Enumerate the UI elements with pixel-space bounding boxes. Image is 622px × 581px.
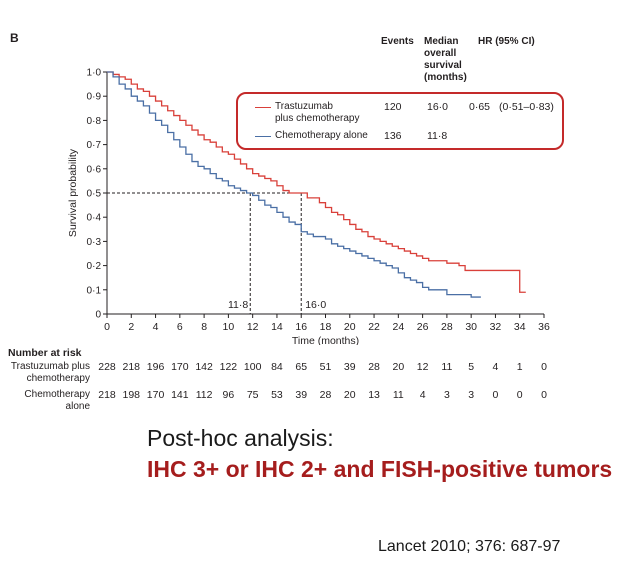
y-tick-label: 0·7 (87, 140, 102, 151)
legend-label-trastuzumab: Trastuzumab plus chemotherapy (275, 101, 360, 125)
number-at-risk-table: Number at risk Trastuzumab plus chemothe… (0, 345, 622, 425)
risk-value: 11 (392, 389, 404, 401)
risk-value: 20 (392, 361, 405, 373)
x-tick-label: 4 (153, 321, 159, 333)
legend-header-median: Median overall survival (months) (424, 36, 467, 83)
y-tick-label: 0·3 (87, 237, 102, 248)
y-tick-label: 1·0 (87, 68, 102, 79)
y-tick-label: 0·8 (87, 116, 102, 127)
x-tick-label: 18 (320, 321, 332, 333)
x-tick-label: 34 (514, 321, 526, 333)
legend-median-trastuzumab: 16·0 (427, 101, 449, 113)
y-tick-label: 0·6 (87, 164, 102, 175)
x-tick-label: 32 (490, 321, 502, 333)
risk-value: 39 (295, 389, 308, 401)
y-tick-label: 0·9 (87, 92, 102, 103)
risk-value: 3 (443, 389, 450, 401)
risk-row-label-chemotherapy: Chemotherapy alone (24, 389, 90, 412)
risk-value: 0 (492, 389, 499, 401)
legend-ci-trastuzumab: (0·51–0·83) (499, 101, 554, 113)
risk-value: 1 (516, 361, 523, 373)
x-tick-label: 24 (392, 321, 404, 333)
legend-header-events: Events (381, 36, 414, 47)
risk-value: 122 (219, 361, 238, 373)
x-tick-label: 30 (465, 321, 477, 333)
risk-value: 142 (195, 361, 213, 373)
survival-chart: 0 2 4 6 8 10 12 14 16 18 20 22 24 26 28 30 32 34 3600·10·2… (67, 68, 550, 346)
x-tick-label: 0 (104, 321, 110, 333)
legend-label-chemotherapy: Chemotherapy alone (275, 130, 368, 141)
citation: Lancet 2010; 376: 687-97 (378, 538, 561, 555)
x-tick-label: 28 (441, 321, 453, 333)
risk-value: 13 (368, 389, 380, 401)
median-label: 11·8 (228, 299, 248, 311)
subgroup-highlight: IHC 3+ or IHC 2+ and FISH-positive tumor… (147, 456, 613, 482)
risk-value: 39 (343, 361, 356, 373)
risk-table-title: Number at risk (8, 347, 82, 359)
risk-value: 0 (516, 389, 523, 401)
x-tick-label: 6 (177, 321, 183, 333)
risk-value: 112 (195, 389, 213, 401)
risk-value: 4 (419, 389, 426, 401)
median-label: 16·0 (305, 299, 326, 311)
x-tick-label: 16 (295, 321, 307, 333)
risk-value: 100 (243, 361, 262, 373)
panel-letter: B (10, 31, 19, 45)
y-tick-label: 0·1 (87, 285, 102, 296)
risk-value: 170 (146, 389, 165, 401)
survival-curve-trastuzumab (107, 71, 526, 293)
legend-swatch-chemotherapy (255, 136, 271, 137)
y-tick-label: 0 (95, 310, 101, 321)
risk-value: 3 (468, 389, 475, 401)
risk-value: 12 (416, 361, 429, 373)
risk-value: 218 (122, 361, 141, 373)
risk-value: 5 (468, 361, 475, 373)
risk-value: 51 (319, 361, 332, 373)
x-tick-label: 14 (271, 321, 283, 333)
legend-label-trastuzumab-line1: Trastuzumab (275, 101, 333, 112)
legend-label-trastuzumab-line2: plus chemotherapy (275, 113, 360, 124)
y-axis-label: Survival probability (67, 148, 79, 237)
legend-header-hr: HR (95% CI) (478, 36, 535, 47)
risk-value: 20 (343, 389, 356, 401)
risk-value: 141 (171, 389, 189, 401)
risk-value: 198 (122, 389, 141, 401)
x-tick-label: 22 (368, 321, 380, 333)
legend-median-chemotherapy: 11·8 (427, 130, 448, 142)
survival-curve-chemotherapy (107, 71, 481, 298)
x-tick-label: 36 (538, 321, 550, 333)
risk-value: 28 (319, 389, 332, 401)
y-tick-label: 0·5 (87, 189, 102, 200)
risk-value: 28 (368, 361, 380, 373)
risk-value: 96 (222, 389, 235, 401)
risk-value: 170 (171, 361, 189, 373)
x-tick-label: 10 (223, 321, 235, 333)
legend-hr-trastuzumab: 0·65 (469, 101, 491, 113)
y-tick-label: 0·2 (87, 261, 102, 272)
legend-highlight-box (236, 92, 564, 150)
risk-value: 53 (271, 389, 283, 401)
x-tick-label: 12 (247, 321, 259, 333)
risk-value: 228 (98, 361, 116, 373)
legend-swatch-trastuzumab (255, 107, 271, 108)
x-tick-label: 2 (128, 321, 134, 333)
x-tick-label: 20 (344, 321, 356, 333)
legend-events-trastuzumab: 120 (384, 101, 402, 113)
legend-events-chemotherapy: 136 (384, 130, 402, 142)
risk-value: 0 (541, 361, 547, 373)
x-axis-label: Time (months) (292, 335, 359, 345)
risk-value: 218 (98, 389, 116, 401)
x-tick-label: 26 (417, 321, 429, 333)
risk-value: 11 (441, 361, 453, 373)
risk-row-label-trastuzumab: Trastuzumab plus chemotherapy (10, 361, 90, 384)
y-tick-label: 0·4 (87, 213, 102, 224)
risk-value: 196 (146, 361, 165, 373)
subtitle: Post-hoc analysis: (147, 425, 334, 451)
risk-value: 75 (246, 389, 259, 401)
risk-value: 84 (271, 361, 283, 373)
risk-value: 0 (541, 389, 547, 401)
risk-value: 65 (295, 361, 308, 373)
x-tick-label: 8 (201, 321, 207, 333)
risk-value: 4 (492, 361, 499, 373)
